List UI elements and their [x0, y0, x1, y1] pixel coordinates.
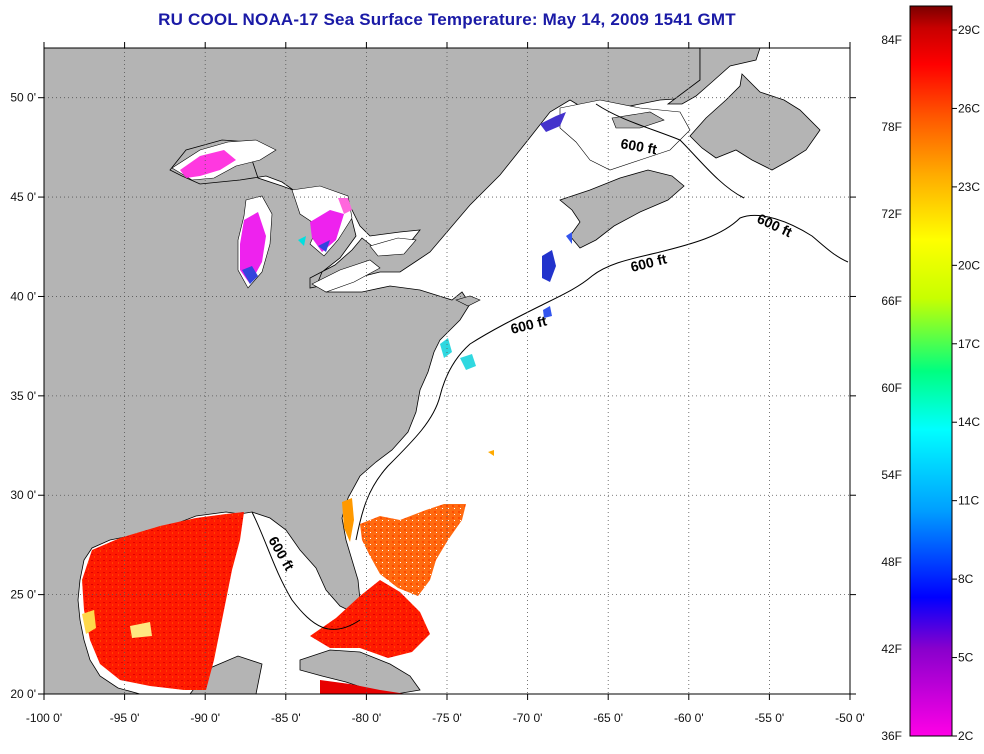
sst-small-blue-2 [566, 232, 572, 244]
lake-erie [311, 259, 381, 293]
sst-gulf-stream-edge [342, 498, 354, 542]
contour-label-1: 600 ft [619, 135, 658, 157]
sst-lake-michigan-edge [242, 266, 258, 284]
longitude-axis: -100 0' -95 0' -90 0' -85 0' -80 0' -75 0' -70… [26, 42, 865, 725]
colorbar-c-label: 23C [958, 180, 980, 194]
y-tick-label: 50 0' [10, 91, 36, 105]
sst-mid-atlantic-cyan [440, 338, 452, 358]
x-tick-label: -70 0' [513, 711, 543, 725]
colorbar-f-label: 48F [881, 555, 902, 569]
sst-east-small [488, 450, 494, 456]
sst-small-blue-1 [543, 306, 552, 318]
colorbar-c-label: 2C [958, 729, 974, 743]
sst-huron-cyan [298, 236, 306, 246]
x-tick-label: -60 0' [674, 711, 704, 725]
sst-gulf-yellow-patch [82, 610, 96, 634]
y-tick-label: 40 0' [10, 289, 36, 303]
sst-bay-of-fundy [542, 250, 556, 282]
x-tick-label: -50 0' [835, 711, 865, 725]
sst-atlantic-bahamas [360, 504, 466, 596]
x-tick-label: -95 0' [110, 711, 140, 725]
sst-lake-huron [310, 210, 344, 252]
x-tick-label: -85 0' [271, 711, 301, 725]
x-tick-label: -65 0' [593, 711, 623, 725]
x-tick-label: -90 0' [190, 711, 220, 725]
y-tick-label: 30 0' [10, 488, 36, 502]
land-newfoundland [689, 73, 821, 171]
colorbar-fahrenheit-labels: 84F 78F 72F 66F 60F 54F 48F 42F 36F [881, 33, 902, 743]
land-cuba [299, 649, 421, 694]
latitude-axis: 50 0' 45 0' 40 0' 35 0' 30 0' 25 0' 20 0' [10, 91, 856, 701]
sst-st-lawrence-estuary [540, 112, 566, 132]
colorbar-c-label: 11C [958, 494, 979, 508]
y-tick-label: 45 0' [10, 190, 36, 204]
colorbar-f-label: 42F [881, 642, 902, 656]
colorbar-f-label: 66F [881, 294, 902, 308]
sst-florida-straits [310, 580, 430, 658]
sst-caribbean [320, 680, 406, 694]
colorbar-celsius-labels: 29C 26C 23C 20C 17C 14C 11C 8C 5C 2C [952, 23, 980, 743]
colorbar-f-label: 72F [881, 207, 902, 221]
land-maritimes [559, 169, 685, 249]
colorbar [909, 5, 953, 737]
colorbar-f-label: 60F [881, 381, 902, 395]
colorbar-c-label: 26C [958, 101, 980, 115]
y-tick-label: 35 0' [10, 389, 36, 403]
x-tick-label: -80 0' [352, 711, 382, 725]
sst-mid-atlantic-cyan-2 [460, 354, 476, 370]
depth-contour-600ft [251, 103, 849, 630]
x-tick-label: -100 0' [26, 711, 62, 725]
colorbar-c-label: 8C [958, 572, 974, 586]
y-tick-label: 20 0' [10, 687, 36, 701]
sst-gulf-yellow-patch-2 [130, 622, 152, 638]
colorbar-f-label: 84F [881, 33, 902, 47]
colorbar-f-label: 36F [881, 729, 902, 743]
land-quebec-labrador [666, 48, 761, 105]
x-tick-label: -55 0' [755, 711, 785, 725]
sst-lake-michigan [240, 212, 266, 284]
lake-ontario [369, 237, 417, 257]
sst-lake-huron-blue [318, 240, 330, 252]
x-tick-label: -75 0' [432, 711, 462, 725]
colorbar-c-label: 29C [958, 23, 980, 37]
colorbar-f-label: 78F [881, 120, 902, 134]
colorbar-c-label: 14C [958, 415, 980, 429]
sst-lake-superior [180, 150, 236, 178]
anticosti-island [611, 111, 665, 129]
sst-georgian-bay [338, 198, 352, 214]
colorbar-f-label: 54F [881, 468, 902, 482]
map-title: RU COOL NOAA-17 Sea Surface Temperature:… [158, 10, 736, 29]
sst-gulf-of-mexico [82, 512, 244, 690]
colorbar-c-label: 20C [958, 258, 980, 272]
colorbar-c-label: 5C [958, 651, 974, 665]
colorbar-c-label: 17C [958, 337, 980, 351]
y-tick-label: 25 0' [10, 588, 36, 602]
land-long-island [455, 295, 481, 307]
